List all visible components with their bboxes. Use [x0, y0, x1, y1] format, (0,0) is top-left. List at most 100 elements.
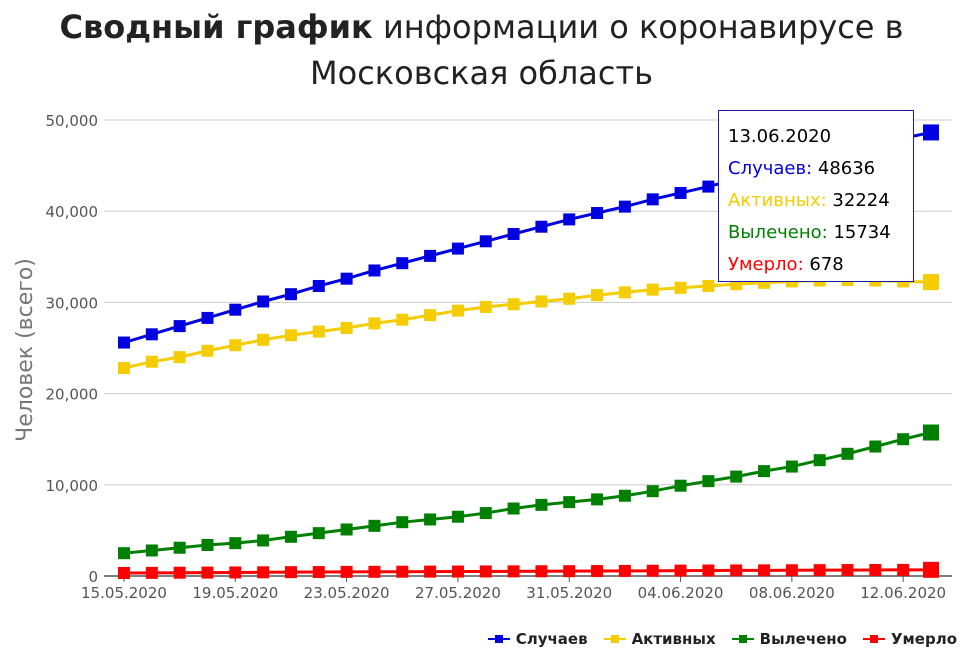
- data-point[interactable]: [618, 200, 631, 213]
- data-point[interactable]: [563, 496, 576, 509]
- data-point[interactable]: [451, 242, 464, 255]
- data-point[interactable]: [507, 565, 520, 578]
- data-point[interactable]: [507, 228, 520, 240]
- data-point[interactable]: [257, 295, 270, 308]
- data-point[interactable]: [897, 433, 910, 446]
- data-point[interactable]: [923, 124, 939, 141]
- data-point[interactable]: [479, 565, 492, 578]
- data-point[interactable]: [785, 460, 798, 473]
- data-point[interactable]: [118, 547, 130, 560]
- data-point[interactable]: [118, 362, 130, 375]
- data-point[interactable]: [841, 564, 854, 577]
- data-point[interactable]: [479, 235, 492, 248]
- data-point[interactable]: [563, 213, 576, 226]
- data-point[interactable]: [229, 339, 242, 352]
- data-point[interactable]: [646, 283, 659, 296]
- data-point[interactable]: [646, 564, 659, 577]
- legend-item-cases[interactable]: Случаев: [487, 630, 588, 648]
- data-point[interactable]: [618, 564, 631, 577]
- data-point[interactable]: [618, 489, 631, 502]
- data-point[interactable]: [145, 566, 158, 579]
- data-point[interactable]: [368, 519, 381, 532]
- data-point[interactable]: [591, 289, 604, 302]
- data-point[interactable]: [591, 493, 604, 506]
- data-point[interactable]: [145, 355, 158, 368]
- data-point[interactable]: [869, 563, 882, 576]
- data-point[interactable]: [646, 485, 659, 498]
- data-point[interactable]: [674, 479, 687, 492]
- data-point[interactable]: [201, 566, 214, 579]
- data-point[interactable]: [479, 507, 492, 520]
- data-point[interactable]: [702, 279, 715, 292]
- data-point[interactable]: [312, 566, 325, 579]
- data-point[interactable]: [396, 257, 409, 270]
- data-point[interactable]: [591, 565, 604, 578]
- data-point[interactable]: [424, 513, 437, 526]
- data-point[interactable]: [396, 565, 409, 578]
- data-point[interactable]: [451, 510, 464, 523]
- data-point[interactable]: [785, 564, 798, 577]
- data-point[interactable]: [923, 561, 939, 578]
- data-point[interactable]: [618, 286, 631, 299]
- data-point[interactable]: [563, 565, 576, 578]
- data-point[interactable]: [730, 564, 743, 577]
- data-point[interactable]: [923, 424, 939, 441]
- data-point[interactable]: [312, 279, 325, 292]
- data-point[interactable]: [424, 249, 437, 262]
- data-point[interactable]: [591, 207, 604, 220]
- data-point[interactable]: [284, 329, 297, 342]
- data-point[interactable]: [257, 566, 270, 579]
- data-point[interactable]: [535, 295, 548, 308]
- data-point[interactable]: [201, 538, 214, 551]
- legend-item-active[interactable]: Активных: [603, 630, 716, 648]
- data-point[interactable]: [424, 565, 437, 578]
- data-point[interactable]: [646, 193, 659, 206]
- data-point[interactable]: [257, 534, 270, 547]
- data-point[interactable]: [702, 180, 715, 193]
- data-point[interactable]: [284, 566, 297, 579]
- legend-item-recovered[interactable]: Вылечено: [731, 630, 847, 648]
- data-point[interactable]: [312, 325, 325, 338]
- data-point[interactable]: [145, 544, 158, 557]
- data-point[interactable]: [368, 317, 381, 330]
- data-point[interactable]: [312, 527, 325, 540]
- data-point[interactable]: [173, 541, 186, 554]
- data-point[interactable]: [173, 320, 186, 333]
- data-point[interactable]: [340, 523, 353, 536]
- data-point[interactable]: [368, 264, 381, 277]
- data-point[interactable]: [201, 344, 214, 357]
- data-point[interactable]: [674, 186, 687, 199]
- data-point[interactable]: [702, 475, 715, 488]
- data-point[interactable]: [368, 565, 381, 578]
- data-point[interactable]: [396, 313, 409, 326]
- data-point[interactable]: [507, 502, 520, 515]
- data-point[interactable]: [340, 272, 353, 285]
- data-point[interactable]: [535, 498, 548, 511]
- data-point[interactable]: [173, 351, 186, 364]
- data-point[interactable]: [340, 565, 353, 578]
- data-point[interactable]: [257, 333, 270, 346]
- data-point[interactable]: [229, 566, 242, 579]
- data-point[interactable]: [284, 530, 297, 543]
- data-point[interactable]: [118, 336, 130, 349]
- data-point[interactable]: [841, 447, 854, 460]
- data-point[interactable]: [118, 566, 130, 579]
- data-point[interactable]: [507, 298, 520, 311]
- legend-item-deaths[interactable]: Умерло: [862, 630, 957, 648]
- data-point[interactable]: [535, 565, 548, 578]
- data-point[interactable]: [229, 303, 242, 316]
- data-point[interactable]: [897, 563, 910, 576]
- data-point[interactable]: [674, 281, 687, 294]
- data-point[interactable]: [730, 470, 743, 483]
- data-point[interactable]: [563, 292, 576, 305]
- data-point[interactable]: [813, 564, 826, 577]
- data-point[interactable]: [229, 537, 242, 550]
- data-point[interactable]: [702, 564, 715, 577]
- data-point[interactable]: [340, 321, 353, 334]
- data-point[interactable]: [145, 328, 158, 341]
- data-point[interactable]: [424, 309, 437, 322]
- data-point[interactable]: [173, 566, 186, 579]
- data-point[interactable]: [396, 516, 409, 529]
- data-point[interactable]: [451, 304, 464, 317]
- data-point[interactable]: [869, 440, 882, 453]
